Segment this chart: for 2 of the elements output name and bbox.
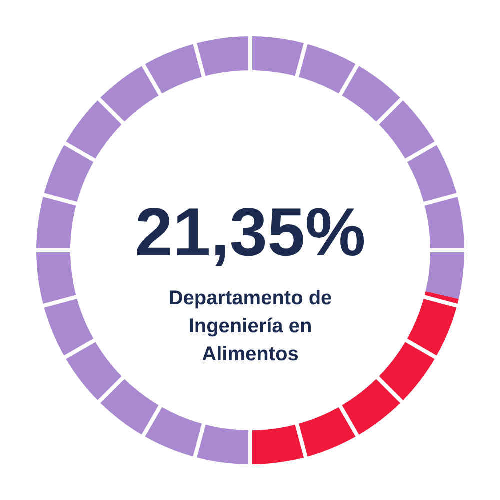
text: Departamento de Ingeniería en Alimentos [168, 288, 332, 366]
text: 21,35% [135, 194, 366, 270]
